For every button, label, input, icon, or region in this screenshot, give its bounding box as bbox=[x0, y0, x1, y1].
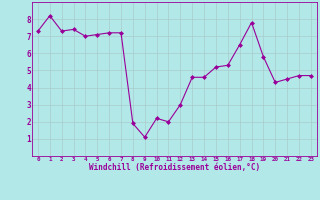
X-axis label: Windchill (Refroidissement éolien,°C): Windchill (Refroidissement éolien,°C) bbox=[89, 163, 260, 172]
